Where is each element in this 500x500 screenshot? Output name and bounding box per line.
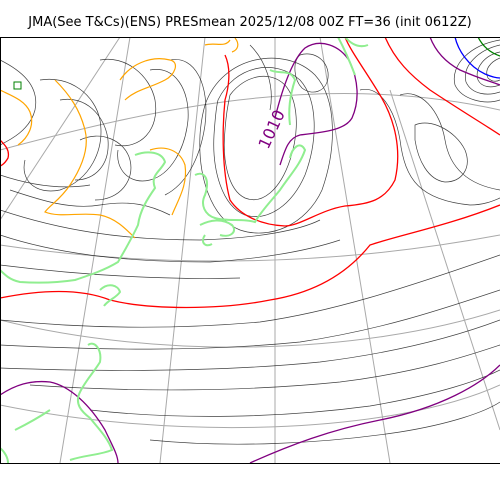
- isobars-thin: [0, 39, 500, 445]
- coastline: [0, 37, 369, 463]
- graticule: [0, 37, 500, 463]
- orography: [0, 37, 239, 239]
- map-title: JMA(See T&Cs)(ENS) PRESmean 2025/12/08 0…: [28, 15, 472, 30]
- isobar-1010: [0, 37, 500, 309]
- isobar-label-1010: 1010: [254, 107, 288, 152]
- nw-marker: [13, 81, 22, 90]
- isobar-1020: [0, 37, 500, 463]
- pressure-map: 1010: [0, 37, 500, 463]
- isobar-low: [454, 37, 500, 79]
